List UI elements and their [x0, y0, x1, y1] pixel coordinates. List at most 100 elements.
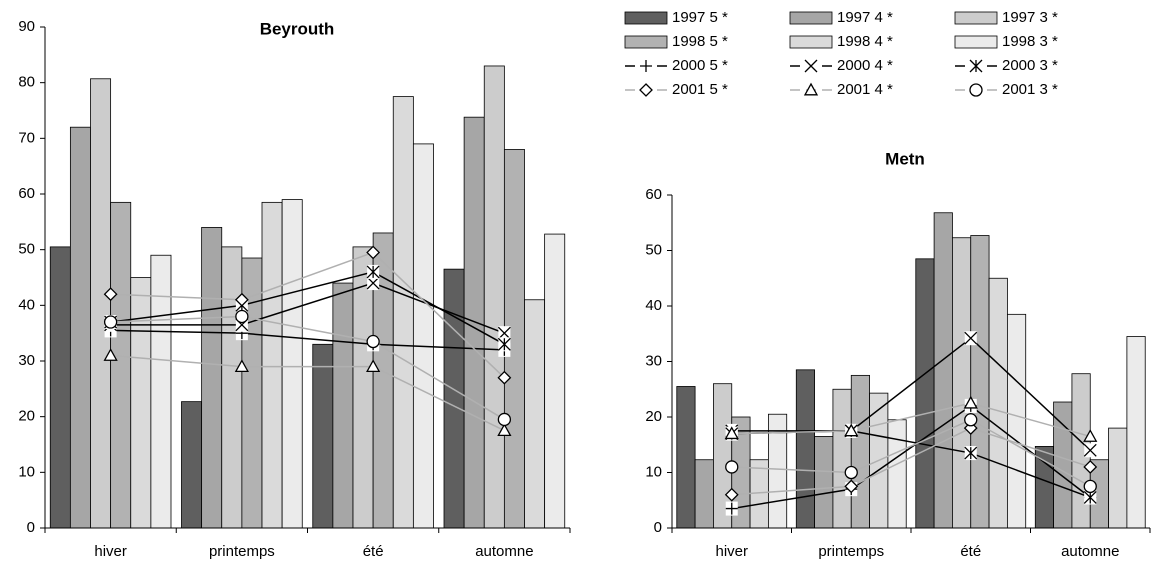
- bar: [970, 235, 990, 529]
- x-tick-label: hiver: [94, 543, 127, 560]
- legend-label: 2001 5 *: [672, 81, 728, 98]
- marker: [724, 487, 739, 502]
- marker: [844, 479, 859, 494]
- legend-label: 1998 3 *: [1002, 33, 1058, 50]
- chart-title: Metn: [885, 149, 925, 168]
- marker: [366, 276, 380, 290]
- marker: [964, 413, 978, 427]
- bar: [915, 258, 935, 529]
- bar: [1108, 427, 1128, 529]
- marker: [103, 348, 118, 361]
- legend-marker: [969, 59, 983, 73]
- marker: [964, 331, 978, 345]
- marker: [964, 446, 978, 460]
- legend-label: 1997 4 *: [837, 9, 893, 26]
- y-tick-label: 40: [18, 296, 35, 313]
- bar: [1126, 336, 1146, 529]
- y-tick-label: 20: [18, 408, 35, 425]
- marker: [103, 315, 118, 329]
- y-tick-label: 30: [18, 352, 35, 369]
- marker: [234, 359, 249, 373]
- marker: [725, 502, 738, 515]
- line: [731, 427, 1091, 496]
- bar: [694, 459, 714, 529]
- bar: [887, 419, 907, 529]
- bar: [988, 277, 1008, 529]
- marker: [235, 309, 249, 324]
- x-tick-label: automne: [475, 543, 533, 560]
- y-tick-label: 50: [645, 241, 662, 258]
- line: [731, 418, 1091, 488]
- x-tick-label: hiver: [715, 543, 748, 560]
- bar: [1053, 401, 1073, 529]
- legend-marker: [803, 82, 819, 96]
- y-tick-label: 30: [645, 352, 662, 369]
- legend-swatch: [954, 35, 998, 49]
- line: [731, 337, 1091, 451]
- marker: [1083, 429, 1098, 442]
- bar: [90, 78, 112, 529]
- marker: [366, 334, 380, 349]
- marker: [366, 359, 381, 373]
- marker: [366, 265, 380, 279]
- marker: [1083, 479, 1097, 494]
- bar: [463, 116, 485, 529]
- bar: [49, 246, 71, 529]
- legend-marker: [804, 59, 818, 73]
- y-tick-label: 10: [645, 463, 662, 480]
- legend-label: 2001 3 *: [1002, 81, 1058, 98]
- line: [731, 404, 1091, 510]
- line: [110, 251, 505, 379]
- bar: [814, 436, 834, 529]
- bar: [181, 401, 203, 529]
- x-tick-label: été: [960, 543, 981, 560]
- bar: [544, 233, 566, 529]
- marker: [497, 370, 512, 385]
- bar: [69, 126, 91, 529]
- marker: [724, 426, 739, 440]
- marker: [497, 337, 511, 351]
- bar: [312, 343, 334, 529]
- y-tick-label: 80: [18, 74, 35, 91]
- bar: [850, 374, 870, 529]
- bar: [1034, 446, 1055, 529]
- line: [110, 329, 505, 351]
- bar: [483, 65, 505, 529]
- bar: [332, 282, 354, 529]
- bar: [676, 386, 696, 529]
- bar: [201, 226, 223, 529]
- bar: [412, 143, 434, 529]
- y-tick-label: 40: [645, 297, 662, 314]
- bar: [933, 212, 953, 529]
- marker: [497, 326, 511, 340]
- line: [731, 402, 1091, 438]
- marker: [497, 423, 512, 437]
- bar: [221, 246, 243, 529]
- legend-marker: [640, 60, 652, 72]
- marker: [1083, 460, 1098, 474]
- bar: [281, 199, 303, 529]
- legend-label: 1997 3 *: [1002, 9, 1058, 26]
- legend-swatch: [624, 11, 668, 25]
- line: [110, 271, 505, 345]
- bar: [952, 237, 972, 529]
- legend-swatch: [954, 11, 998, 25]
- y-tick-label: 60: [18, 185, 35, 202]
- legend-swatch: [624, 35, 668, 49]
- legend-label: 1998 5 *: [672, 33, 728, 50]
- marker: [725, 460, 739, 474]
- bar: [443, 268, 465, 529]
- bar: [832, 388, 852, 529]
- marker: [844, 465, 858, 480]
- bar: [795, 369, 816, 529]
- legend-swatch: [789, 35, 833, 49]
- y-tick-label: 90: [18, 18, 35, 35]
- legend-label: 2000 3 *: [1002, 57, 1058, 74]
- y-tick-label: 0: [27, 519, 35, 536]
- x-tick-label: été: [363, 543, 384, 560]
- legend-label: 2000 5 *: [672, 57, 728, 74]
- marker: [1083, 443, 1097, 457]
- line: [110, 354, 505, 432]
- bar: [392, 96, 414, 529]
- marker: [234, 292, 249, 307]
